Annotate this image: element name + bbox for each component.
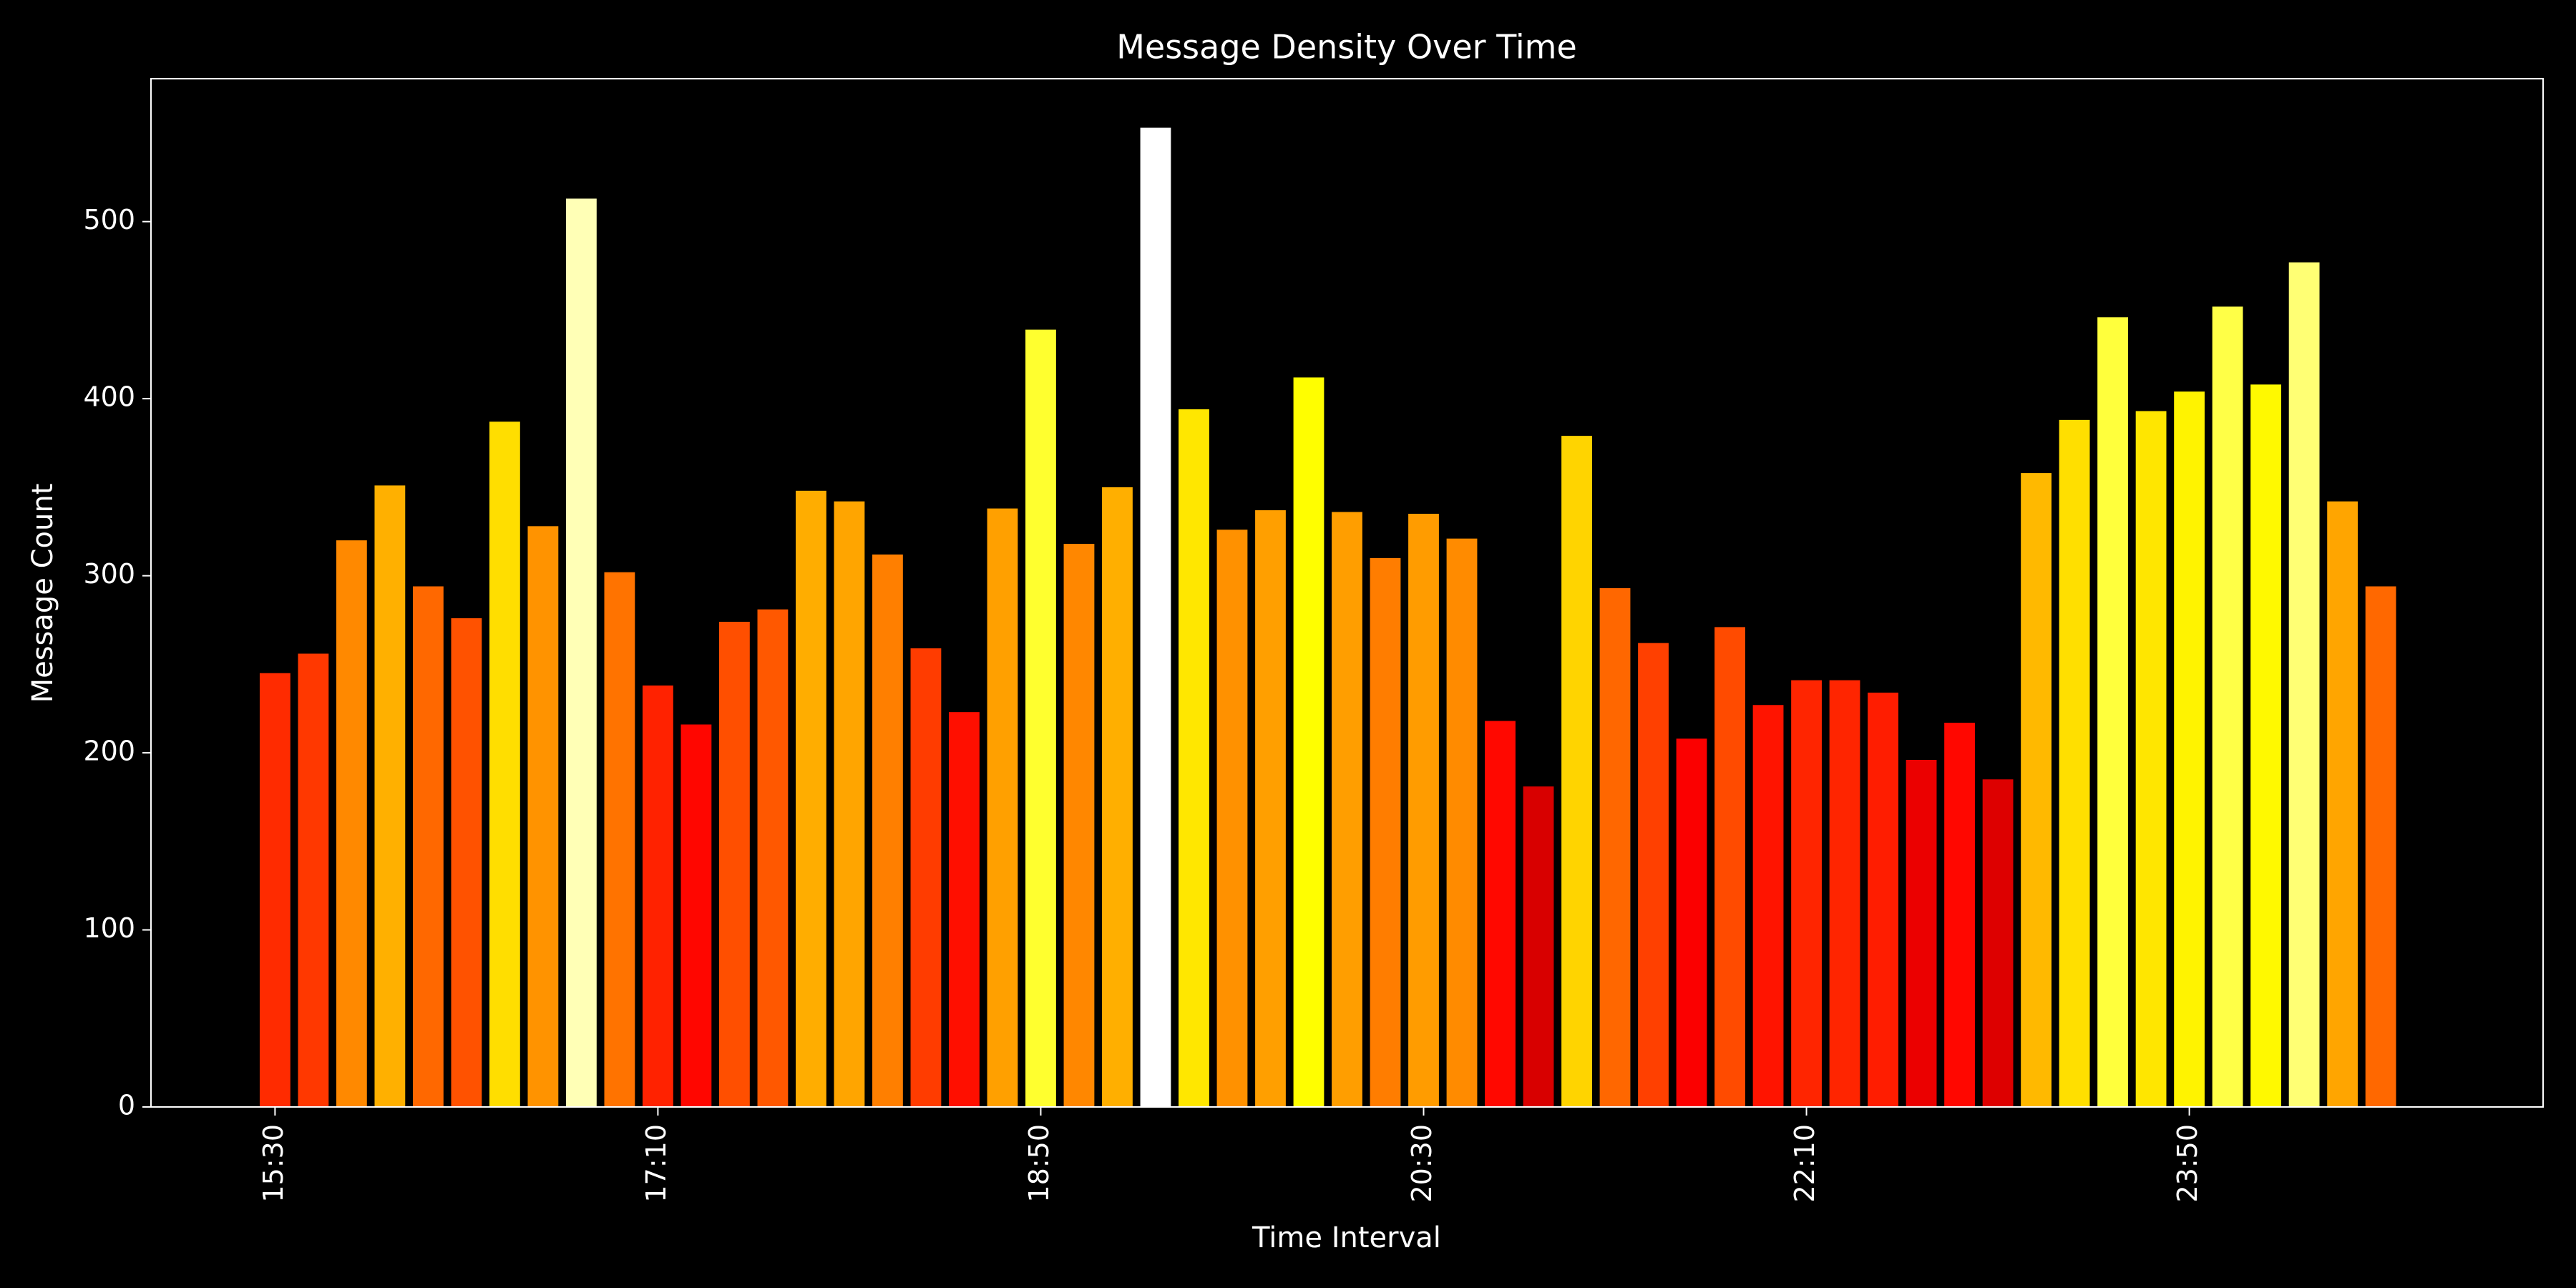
x-axis-label: Time Interval xyxy=(1252,1221,1441,1254)
bar xyxy=(949,712,980,1107)
x-tick-label: 23:50 xyxy=(2172,1124,2203,1203)
y-axis-label: Message Count xyxy=(26,484,59,703)
bar xyxy=(1829,680,1860,1107)
plot-frame xyxy=(150,78,2544,1108)
bar xyxy=(565,198,597,1107)
bar xyxy=(1179,409,1209,1107)
bar xyxy=(910,648,942,1107)
bar xyxy=(643,686,673,1107)
bar xyxy=(1752,705,1784,1107)
bar xyxy=(1408,514,1439,1107)
bar xyxy=(451,618,482,1107)
bar xyxy=(1638,643,1669,1107)
bar xyxy=(2059,419,2090,1107)
bar xyxy=(412,586,444,1107)
bar xyxy=(2021,473,2051,1107)
bar xyxy=(1485,721,1516,1107)
bar xyxy=(1791,680,1822,1107)
y-tick-label: 0 xyxy=(118,1090,135,1121)
bar xyxy=(834,501,865,1107)
bar xyxy=(2288,262,2320,1107)
bar xyxy=(1063,544,1095,1107)
bar xyxy=(1982,779,2014,1107)
bar xyxy=(1561,436,1592,1107)
bar xyxy=(757,609,789,1107)
bar xyxy=(527,526,559,1107)
bar xyxy=(680,724,712,1107)
bar xyxy=(1599,587,1631,1107)
x-tick-label: 17:10 xyxy=(640,1124,672,1203)
bar xyxy=(987,508,1018,1107)
bar xyxy=(2097,317,2129,1107)
bar xyxy=(1332,512,1362,1107)
bar xyxy=(1944,723,1975,1107)
bar xyxy=(336,540,367,1107)
chart-title: Message Density Over Time xyxy=(1116,28,1577,67)
bar xyxy=(2404,1080,2435,1107)
bar xyxy=(1446,538,1478,1107)
x-tick-label: 20:30 xyxy=(1406,1124,1438,1203)
bar xyxy=(2135,411,2167,1107)
y-tick-label: 400 xyxy=(83,381,135,413)
y-tick-label: 100 xyxy=(83,912,135,944)
x-tick-label: 18:50 xyxy=(1023,1124,1055,1203)
x-tick-label: 15:30 xyxy=(258,1124,289,1203)
bar xyxy=(1523,786,1554,1107)
bar xyxy=(1868,692,1898,1107)
bar xyxy=(2365,586,2396,1107)
y-tick-label: 500 xyxy=(83,204,135,235)
bar xyxy=(374,485,406,1107)
bar xyxy=(1102,487,1133,1107)
bar xyxy=(1906,759,1937,1107)
bar xyxy=(796,490,826,1107)
bar xyxy=(2212,306,2243,1107)
bar xyxy=(259,673,291,1107)
y-tick-label: 200 xyxy=(83,736,135,767)
bar xyxy=(1293,377,1324,1107)
bar xyxy=(1255,510,1286,1107)
bar xyxy=(1216,530,1248,1107)
bar xyxy=(872,554,903,1107)
bar xyxy=(1140,127,1171,1108)
bar xyxy=(2327,501,2358,1107)
bar xyxy=(2174,391,2205,1107)
bar xyxy=(1714,627,1745,1107)
bar xyxy=(1370,557,1401,1107)
bar xyxy=(1025,329,1056,1107)
bar xyxy=(489,421,520,1107)
bar xyxy=(1676,738,1707,1107)
bar xyxy=(604,572,635,1107)
bar xyxy=(2250,384,2282,1107)
bar xyxy=(719,621,750,1107)
bar xyxy=(298,653,329,1107)
y-tick-label: 300 xyxy=(83,558,135,590)
x-tick-label: 22:10 xyxy=(1789,1124,1820,1203)
